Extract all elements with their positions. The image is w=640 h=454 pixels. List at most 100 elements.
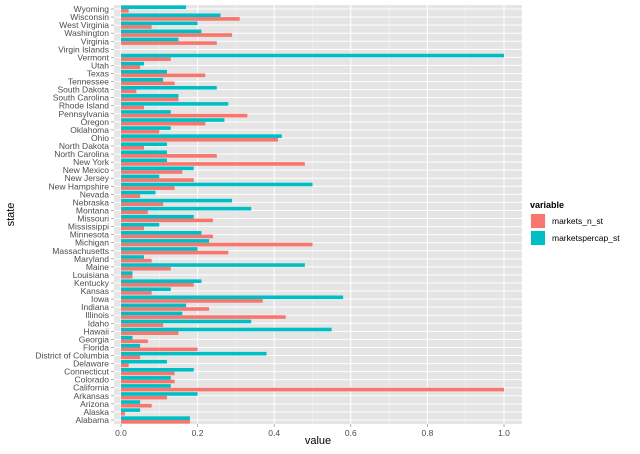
bar-marketspercap_st-colorado bbox=[121, 376, 171, 380]
y-tick-label: Alabama bbox=[75, 415, 109, 425]
bar-markets_n_st-north-carolina bbox=[121, 154, 217, 158]
legend: variable markets_n_st marketspercap_st bbox=[529, 200, 620, 247]
bar-markets_n_st-connecticut bbox=[121, 371, 175, 376]
bar-markets_n_st-massachusetts bbox=[121, 250, 229, 255]
bar-markets_n_st-idaho bbox=[121, 323, 164, 327]
bar-marketspercap_st-north-carolina bbox=[121, 150, 167, 155]
bar-marketspercap_st-alaska bbox=[121, 408, 141, 412]
y-axis-ticks: AlabamaAlaskaArizonaArkansasCaliforniaCo… bbox=[35, 4, 114, 425]
bar-marketspercap_st-ohio bbox=[121, 134, 282, 138]
bar-markets_n_st-mississippi bbox=[121, 226, 144, 231]
x-tick-label: 0.0 bbox=[115, 428, 127, 438]
y-tick-label: Michigan bbox=[75, 238, 109, 248]
legend-label-markets_n_st: markets_n_st bbox=[552, 216, 604, 226]
y-tick-label: Tennessee bbox=[68, 77, 109, 87]
bar-marketspercap_st-oregon bbox=[121, 118, 225, 122]
y-tick-label: Maine bbox=[86, 262, 109, 272]
y-tick-label: Alaska bbox=[83, 407, 109, 417]
bar-marketspercap_st-south-carolina bbox=[121, 94, 179, 98]
bar-marketspercap_st-utah bbox=[121, 61, 144, 66]
y-tick-label: Oregon bbox=[81, 117, 110, 127]
bar-markets_n_st-vermont bbox=[121, 57, 171, 62]
bar-marketspercap_st-district-of-columbia bbox=[121, 351, 267, 356]
bar-markets_n_st-north-dakota bbox=[121, 146, 144, 150]
bar-marketspercap_st-rhode-island bbox=[121, 102, 229, 106]
bar-marketspercap_st-south-dakota bbox=[121, 85, 217, 90]
y-tick-label: Nevada bbox=[80, 189, 110, 199]
bar-marketspercap_st-maine bbox=[121, 263, 305, 267]
bar-marketspercap_st-indiana bbox=[121, 303, 187, 308]
bar-marketspercap_st-west-virginia bbox=[121, 21, 198, 26]
y-tick-label: Wisconsin bbox=[70, 12, 109, 22]
bar-markets_n_st-iowa bbox=[121, 299, 263, 303]
bar-marketspercap_st-arkansas bbox=[121, 392, 198, 396]
bar-marketspercap_st-california bbox=[121, 384, 171, 388]
x-tick-label: 0.4 bbox=[268, 428, 280, 438]
y-tick-label: Oklahoma bbox=[70, 125, 109, 135]
bar-markets_n_st-oklahoma bbox=[121, 129, 160, 134]
y-tick-label: Florida bbox=[83, 342, 109, 352]
y-tick-label: Vermont bbox=[77, 52, 109, 62]
bar-marketspercap_st-pennsylvania bbox=[121, 110, 171, 114]
bar-marketspercap_st-texas bbox=[121, 69, 167, 74]
bar-marketspercap_st-illinois bbox=[121, 311, 183, 316]
plot-panel bbox=[114, 5, 522, 424]
y-tick-label: Georgia bbox=[79, 334, 110, 344]
bar-markets_n_st-alabama bbox=[121, 419, 190, 424]
y-tick-label: Pennsylvania bbox=[58, 109, 109, 119]
bar-marketspercap_st-maryland bbox=[121, 255, 144, 259]
y-tick-label: Massachusetts bbox=[52, 246, 109, 256]
y-tick-label: Kansas bbox=[81, 286, 109, 296]
bar-markets_n_st-nevada bbox=[121, 194, 141, 198]
bar-marketspercap_st-wisconsin bbox=[121, 13, 221, 18]
y-tick-label: Utah bbox=[91, 60, 109, 70]
y-axis-title: state bbox=[5, 203, 17, 227]
y-tick-label: New Jersey bbox=[65, 173, 110, 183]
bar-markets_n_st-maine bbox=[121, 266, 171, 271]
bar-markets_n_st-south-dakota bbox=[121, 89, 137, 94]
y-tick-label: Missouri bbox=[77, 214, 109, 224]
x-axis-title: value bbox=[305, 435, 331, 447]
legend-label-marketspercap_st: marketspercap_st bbox=[552, 233, 620, 243]
bar-marketspercap_st-idaho bbox=[121, 319, 252, 324]
bar-marketspercap_st-minnesota bbox=[121, 231, 202, 235]
bar-markets_n_st-ohio bbox=[121, 137, 279, 142]
bar-markets_n_st-rhode-island bbox=[121, 105, 144, 110]
bar-markets_n_st-washington bbox=[121, 33, 233, 37]
x-tick-label: 1.0 bbox=[498, 428, 510, 438]
y-tick-label: South Dakota bbox=[57, 85, 109, 95]
y-tick-label: Virgin Islands bbox=[58, 44, 109, 54]
bar-marketspercap_st-new-jersey bbox=[121, 174, 160, 179]
bar-markets_n_st-west-virginia bbox=[121, 25, 152, 29]
bar-marketspercap_st-louisiana bbox=[121, 271, 133, 275]
bar-marketspercap_st-oklahoma bbox=[121, 126, 171, 130]
y-tick-label: New York bbox=[73, 157, 110, 167]
bar-markets_n_st-wisconsin bbox=[121, 17, 240, 21]
y-tick-label: Iowa bbox=[91, 294, 109, 304]
bar-markets_n_st-indiana bbox=[121, 307, 210, 311]
y-tick-label: North Carolina bbox=[54, 149, 109, 159]
bar-markets_n_st-tennessee bbox=[121, 81, 175, 86]
y-tick-label: Wyoming bbox=[74, 4, 110, 14]
bar-marketspercap_st-alabama bbox=[121, 416, 190, 420]
bar-marketspercap_st-virginia bbox=[121, 37, 179, 42]
bar-markets_n_st-new-jersey bbox=[121, 178, 194, 182]
bar-markets_n_st-missouri bbox=[121, 218, 213, 223]
bar-marketspercap_st-tennessee bbox=[121, 77, 164, 82]
bar-markets_n_st-nebraska bbox=[121, 202, 164, 207]
y-tick-label: Arizona bbox=[80, 399, 109, 409]
bar-markets_n_st-arizona bbox=[121, 403, 152, 408]
x-tick-label: 0.2 bbox=[192, 428, 204, 438]
bar-marketspercap_st-vermont bbox=[121, 53, 504, 58]
bar-markets_n_st-texas bbox=[121, 73, 206, 78]
bar-markets_n_st-utah bbox=[121, 65, 141, 70]
bar-marketspercap_st-connecticut bbox=[121, 367, 194, 372]
y-tick-label: Maryland bbox=[74, 254, 109, 264]
bar-marketspercap_st-florida bbox=[121, 343, 141, 348]
bar-markets_n_st-oregon bbox=[121, 121, 206, 126]
bar-marketspercap_st-nevada bbox=[121, 190, 156, 195]
bar-markets_n_st-district-of-columbia bbox=[121, 355, 141, 360]
bar-marketspercap_st-michigan bbox=[121, 239, 210, 243]
y-tick-label: Mississippi bbox=[68, 222, 109, 232]
bar-markets_n_st-pennsylvania bbox=[121, 113, 248, 118]
